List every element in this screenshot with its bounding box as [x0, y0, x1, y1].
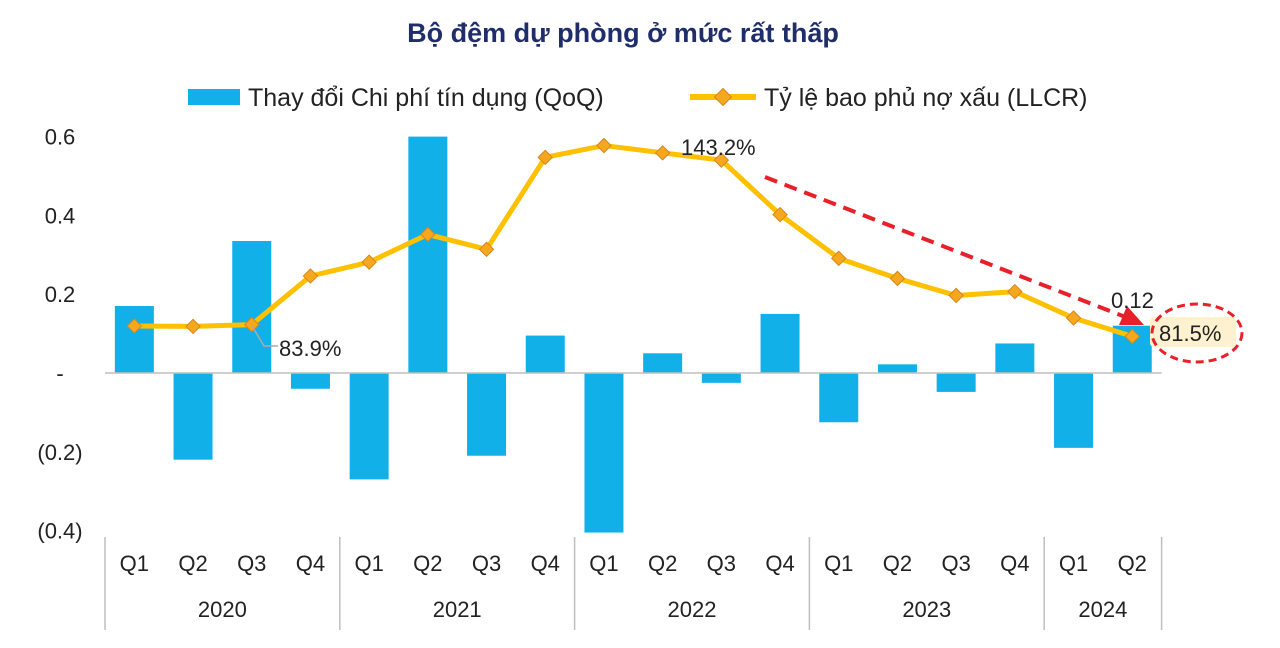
x-tick-label: Q1 — [589, 551, 618, 576]
bar-series — [114, 136, 1152, 533]
x-tick-label: Q1 — [1059, 551, 1088, 576]
bar — [408, 136, 448, 373]
x-tick-label: Q1 — [120, 551, 149, 576]
bar — [760, 313, 800, 373]
bar — [173, 373, 213, 460]
legend-label-bar: Thay đổi Chi phí tín dụng (QoQ) — [248, 84, 604, 112]
llcr-point — [654, 145, 671, 161]
llcr-point — [478, 241, 495, 258]
y-tick-label: - — [56, 361, 63, 386]
x-tick-label: Q2 — [883, 551, 912, 576]
x-tick-label: Q3 — [707, 551, 736, 576]
year-label: 2020 — [198, 597, 247, 622]
llcr-line — [134, 143, 1133, 339]
llcr-peak-label: 143.2% — [681, 135, 756, 160]
bar — [643, 353, 683, 373]
x-tick-label: Q2 — [1118, 551, 1147, 576]
bar — [819, 373, 859, 423]
llcr-point — [243, 316, 260, 333]
trend-arrow — [764, 175, 1144, 325]
year-label: 2021 — [433, 597, 482, 622]
llcr-point — [361, 254, 377, 270]
legend-swatch-bar — [188, 89, 240, 105]
x-tick-label: Q1 — [824, 551, 853, 576]
llcr-last-label: 81.5% — [1159, 321, 1221, 346]
bar — [584, 373, 624, 533]
y-tick-label: 0.2 — [45, 282, 76, 307]
year-label: 2024 — [1078, 597, 1127, 622]
llcr-point — [889, 270, 906, 287]
llcr-point — [948, 287, 964, 304]
llcr-point — [772, 206, 788, 223]
x-tick-label: Q4 — [531, 551, 560, 576]
chart-title: Bộ đệm dự phòng ở mức rất thấp — [407, 18, 839, 48]
bar — [467, 373, 507, 456]
highlight-fill — [1150, 317, 1236, 347]
legend-label-line: Tỷ lệ bao phủ nợ xấu (LLCR) — [764, 84, 1088, 112]
x-tick-label: Q1 — [354, 551, 383, 576]
x-tick-label: Q3 — [941, 551, 970, 576]
llcr-point — [830, 250, 847, 267]
llcr-point — [1065, 310, 1082, 326]
bar — [114, 306, 154, 373]
bar — [290, 373, 330, 389]
bar — [701, 373, 741, 383]
x-tick-label: Q2 — [648, 551, 677, 576]
highlight-ellipse — [1150, 302, 1244, 364]
bar — [349, 373, 389, 480]
llcr-point — [302, 268, 319, 284]
legend-swatch-marker — [713, 87, 733, 107]
x-axis: Q1 Q2 Q3 Q4 Q1 Q2 Q3 Q4 Q1 Q2 Q3 Q4 Q1 Q2 Q3 Q4 Q1 Q2 2020… — [104, 537, 1163, 630]
x-tick-label: Q2 — [178, 551, 207, 576]
llcr-point — [126, 318, 143, 334]
year-label: 2022 — [668, 597, 717, 622]
trend-arrow-head — [1119, 306, 1144, 325]
llcr-low-label: 83.9% — [279, 336, 341, 361]
bar — [232, 241, 272, 373]
bar — [525, 335, 565, 373]
bar — [936, 373, 976, 392]
llcr-point — [185, 318, 201, 335]
bar — [995, 343, 1035, 373]
llcr-point — [1124, 328, 1141, 345]
x-tick-label: Q3 — [237, 551, 266, 576]
llcr-point — [537, 149, 554, 166]
bar-last-value-label: 0.12 — [1111, 288, 1154, 313]
llcr-point — [1007, 283, 1023, 300]
llcr-point — [596, 137, 612, 154]
bar — [877, 364, 917, 373]
trend-arrow-line — [764, 175, 1129, 320]
y-axis: 0.6 0.4 0.2 - (0.2) (0.4) — [37, 125, 82, 544]
y-tick-label: 0.6 — [45, 125, 76, 150]
llcr-low-leader-line — [251, 325, 278, 347]
bar — [1054, 373, 1094, 448]
llcr-point — [420, 226, 436, 243]
x-tick-label: Q4 — [296, 551, 325, 576]
highlight-last-value — [1150, 302, 1244, 364]
x-tick-label: Q3 — [472, 551, 501, 576]
llcr-point — [713, 152, 730, 168]
annotations: 83.9% 143.2% 0.12 81.5% — [251, 135, 1221, 361]
y-tick-label: 0.4 — [45, 203, 76, 228]
legend: Thay đổi Chi phí tín dụng (QoQ) Tỷ lệ ba… — [188, 84, 1088, 112]
x-tick-label: Q4 — [765, 551, 794, 576]
y-tick-label: (0.2) — [37, 440, 82, 465]
y-tick-label: (0.4) — [37, 519, 82, 544]
x-tick-label: Q2 — [413, 551, 442, 576]
x-tick-label: Q4 — [1000, 551, 1029, 576]
llcr-line-series — [126, 137, 1141, 345]
year-label: 2023 — [902, 597, 951, 622]
